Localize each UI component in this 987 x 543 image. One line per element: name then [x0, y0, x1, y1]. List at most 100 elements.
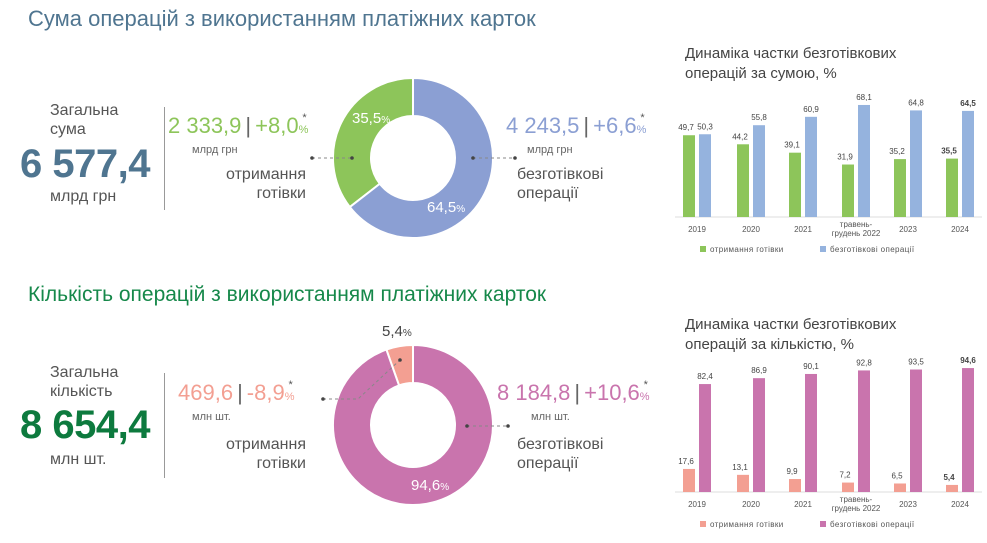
asterisk: * [643, 379, 648, 391]
x-tick-label: травень- [840, 495, 873, 504]
bar-value-label: 60,9 [803, 105, 819, 114]
bar-value-label: 68,1 [856, 93, 872, 102]
asterisk: * [288, 379, 293, 391]
bar [753, 125, 765, 217]
bar [842, 164, 854, 217]
sum-cashless-unit: млрд грн [527, 144, 573, 156]
pct: % [298, 124, 309, 136]
bar [858, 104, 870, 217]
bar-value-label: 35,5 [941, 147, 957, 156]
title-line: Динаміка частки безготівкових [685, 316, 897, 333]
bar [894, 159, 906, 217]
label-line: готівки [256, 455, 306, 472]
bar-value-label: 17,6 [678, 457, 694, 466]
count-cash-value: 469,6 | -8,9%* [178, 379, 295, 406]
pct: % [284, 391, 295, 403]
donut-sum: 35,5% 64,5% [332, 76, 494, 239]
bar-value-label: 82,4 [697, 372, 713, 381]
bar-value-label: 93,5 [908, 358, 924, 367]
bar [737, 144, 749, 217]
count-cash-label: отримання готівки [226, 435, 306, 473]
x-tick-label: 2019 [688, 500, 706, 509]
x-tick-label: 2023 [899, 500, 917, 509]
bar [910, 369, 922, 492]
slice-label: 94,6% [411, 477, 449, 494]
leader-line [323, 359, 401, 400]
bar-value-label: 64,5 [960, 99, 976, 108]
legend-label: безготівкові операції [830, 245, 915, 254]
bar-value-label: 94,6 [960, 356, 976, 365]
sum-cash-value: 2 333,9 | +8,0%* [168, 112, 309, 139]
legend-swatch [700, 246, 706, 252]
bar-value-label: 39,1 [784, 141, 800, 150]
bar-value-label: 92,8 [856, 358, 872, 367]
separator: | [583, 113, 590, 138]
label-line: Загальна [50, 102, 119, 119]
label-line: операції [517, 455, 579, 472]
x-tick-label: 2021 [794, 500, 812, 509]
sum-cash-unit: млрд грн [192, 144, 238, 156]
x-tick-label: 2023 [899, 225, 917, 234]
count-cashless-label: безготівкові операції [517, 435, 603, 473]
bar-value-label: 31,9 [837, 153, 853, 162]
asterisk: * [302, 112, 307, 124]
leader-lines [312, 157, 515, 427]
divider [164, 373, 165, 478]
bar-value-label: 86,9 [751, 366, 767, 375]
count-cash-unit: млн шт. [192, 411, 231, 423]
value: 469,6 [178, 380, 234, 405]
x-tick-label: грудень 2022 [832, 229, 881, 238]
change: +10,6 [584, 380, 640, 405]
x-tick-label: 2024 [951, 225, 969, 234]
bar-chart-sum: 49,7 50,3 2019 44,2 55,8 2020 39,1 60,9 2021 31,9… [675, 93, 982, 254]
bar [805, 373, 817, 492]
separator: | [245, 113, 252, 138]
sum-cashless-value: 4 243,5 | +6,6%* [506, 112, 647, 139]
sum-cash-label: отримання готівки [226, 165, 306, 203]
label-line: Загальна [50, 364, 119, 381]
legend-swatch [700, 521, 706, 527]
leader-dots [310, 156, 517, 428]
bar-value-label: 5,4 [943, 473, 955, 482]
label-line: безготівкові [517, 436, 604, 453]
sum-total-unit: млрд грн [50, 188, 117, 205]
label-line: отримання [226, 166, 306, 183]
label-line: операції [517, 185, 579, 202]
change: +8,0 [255, 113, 299, 138]
x-tick-label: травень- [840, 220, 873, 229]
sum-cashless-label: безготівкові операції [517, 165, 603, 203]
bar [946, 158, 958, 217]
value: 8 184,8 [497, 380, 571, 405]
pct: % [636, 124, 647, 136]
x-tick-label: грудень 2022 [832, 504, 881, 513]
bar-chart-count-title: Динаміка частки безготівкових операцій за… [685, 315, 896, 355]
bar [753, 378, 765, 492]
bar [858, 370, 870, 492]
separator: | [237, 380, 243, 405]
bar [805, 116, 817, 217]
bar-value-label: 44,2 [732, 132, 748, 141]
bar-value-label: 35,2 [889, 147, 905, 156]
asterisk: * [640, 112, 645, 124]
bar [842, 482, 854, 492]
bar [683, 135, 695, 217]
count-total-label: Загальна кількість [50, 363, 118, 401]
donut-slice [332, 76, 414, 209]
count-cashless-value: 8 184,8 | +10,6%* [497, 379, 650, 406]
slice-label: 35,5% [352, 110, 390, 127]
bar-chart-count: 17,6 82,4 2019 13,1 86,9 2020 9,9 90,1 2021 7,2 92… [675, 356, 982, 529]
bar [910, 110, 922, 217]
x-tick-label: 2024 [951, 500, 969, 509]
bar [946, 484, 958, 492]
label-line: кількість [50, 383, 113, 400]
bar [699, 134, 711, 217]
bar [789, 152, 801, 217]
bar-value-label: 7,2 [839, 471, 851, 480]
label-line: готівки [256, 185, 306, 202]
separator: | [574, 380, 581, 405]
bar-value-label: 64,8 [908, 98, 924, 107]
legend-swatch [820, 246, 826, 252]
bar [683, 468, 695, 492]
sum-total-label: Загальна сума [50, 101, 118, 139]
